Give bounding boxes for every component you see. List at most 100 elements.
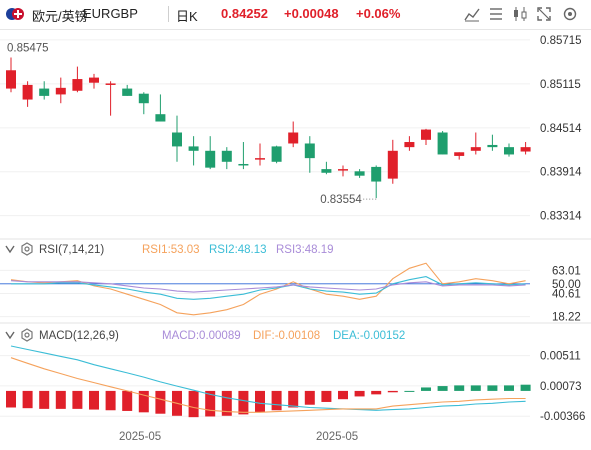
candle (304, 136, 315, 173)
period-selector[interactable]: 日K (176, 9, 198, 24)
candle-body (6, 70, 16, 89)
candle-body (504, 147, 514, 155)
macd-bar (504, 385, 514, 391)
macd-bar (205, 390, 216, 417)
macd-bar (354, 390, 365, 397)
macd-bar (122, 390, 133, 411)
macd-legend: MACD(12,26,9) MACD:0.00089 DIF:-0.00108 … (5, 328, 405, 342)
price-tick-label: 0.83314 (540, 211, 582, 223)
dea-line (10, 345, 526, 411)
grid-lines (0, 39, 530, 417)
candle (6, 57, 16, 93)
macd-bar (105, 390, 116, 411)
candle (354, 169, 365, 178)
rsi-legend: RSI(7,14,21) RSI1:53.03 RSI2:48.13 RSI3:… (5, 242, 334, 256)
collapse-icon[interactable] (5, 245, 15, 254)
chart-header: 欧元/英镑 EURGBP 日K 0.84252 +0.00048 +0.06% (0, 0, 591, 30)
settings-icon[interactable] (561, 6, 579, 22)
macd-bar (371, 390, 382, 395)
price-axis: 0.85715 0.85115 0.84514 0.83914 0.83314 (540, 35, 582, 223)
fullscreen-icon[interactable] (535, 6, 553, 22)
candle (504, 143, 514, 157)
candle (421, 128, 431, 145)
price-change: +0.00048 (284, 6, 339, 21)
candle-body (470, 147, 481, 151)
macd-bar (138, 390, 149, 413)
candle-body (72, 79, 83, 91)
candle (321, 161, 332, 175)
rsi3-value: RSI3:48.19 (276, 244, 334, 256)
candle-body (387, 150, 398, 179)
high-price-label: 0.85475 (7, 42, 49, 54)
macd-bar (22, 390, 33, 409)
macd-bar (6, 390, 16, 408)
rsi-tick-label: 18.22 (552, 312, 581, 324)
low-price-label: 0.83554 (320, 194, 362, 206)
candle (89, 73, 99, 89)
macd-bar (321, 390, 332, 402)
symbol-code[interactable]: EURGBP (83, 6, 138, 21)
settings-icon[interactable] (21, 328, 33, 342)
macd-tick-label: 0.00073 (540, 381, 582, 393)
rsi-tick-label: 40.61 (552, 289, 581, 301)
candle-body (238, 163, 249, 166)
candle-body (89, 77, 99, 83)
eurgbp-flag-icon (6, 8, 24, 20)
macd-bar (271, 390, 282, 411)
macd-bar (487, 385, 498, 391)
candle (155, 94, 166, 122)
macd-bar (421, 387, 431, 391)
settings-icon[interactable] (21, 242, 33, 256)
candle (138, 92, 149, 115)
draw-tool-icon[interactable] (487, 6, 505, 22)
dea-value: DEA:-0.00152 (333, 330, 405, 342)
collapse-icon[interactable] (5, 331, 15, 340)
macd-bar (89, 390, 99, 410)
candle-type-icon[interactable] (511, 6, 529, 22)
candle-body (255, 158, 265, 160)
rsi-tick-label: 50.00 (552, 279, 581, 291)
candle (454, 152, 465, 160)
price-tick-label: 0.84514 (540, 123, 582, 135)
macd-bar (338, 390, 348, 400)
candle-body (338, 169, 348, 171)
candle (371, 165, 382, 199)
macd-bar (155, 390, 166, 414)
macd-bar (221, 390, 232, 416)
macd-bar (72, 390, 83, 409)
rsi1-value: RSI1:53.03 (142, 244, 200, 256)
macd-bar (304, 390, 315, 405)
candle-body (172, 132, 182, 147)
indicator-icon[interactable] (463, 6, 481, 22)
candle-body (22, 84, 33, 100)
macd-bar (470, 385, 481, 391)
candle-body (205, 150, 216, 168)
macd-axis: 0.00511 0.00073 -0.00366 (540, 351, 585, 424)
candle-body (321, 169, 332, 173)
candle-body (520, 147, 531, 152)
price-tick-label: 0.85715 (540, 35, 582, 47)
candle-body (454, 152, 465, 156)
last-price: 0.84252 (221, 6, 268, 21)
price-tick-label: 0.85115 (540, 79, 581, 91)
candle-body (404, 142, 415, 148)
macd-bar (188, 390, 199, 418)
rsi3-line (10, 280, 526, 293)
chart-canvas[interactable]: 0.85715 0.85115 0.84514 0.83914 0.83314 0.85… (0, 30, 591, 450)
macd-bar (255, 390, 265, 413)
candle (39, 81, 50, 100)
candle (72, 66, 83, 93)
macd-bar (404, 390, 415, 392)
macd-tick-label: 0.00511 (540, 351, 581, 363)
candle-body (304, 143, 315, 159)
symbol-name[interactable]: 欧元/英镑 (32, 9, 88, 24)
candle (470, 132, 481, 155)
candle (437, 131, 448, 155)
candle-body (421, 129, 431, 140)
rsi2-line (11, 276, 526, 300)
macd-bar (55, 390, 66, 409)
candle-body (155, 114, 166, 122)
candle (105, 81, 116, 116)
candle-body (122, 88, 133, 96)
